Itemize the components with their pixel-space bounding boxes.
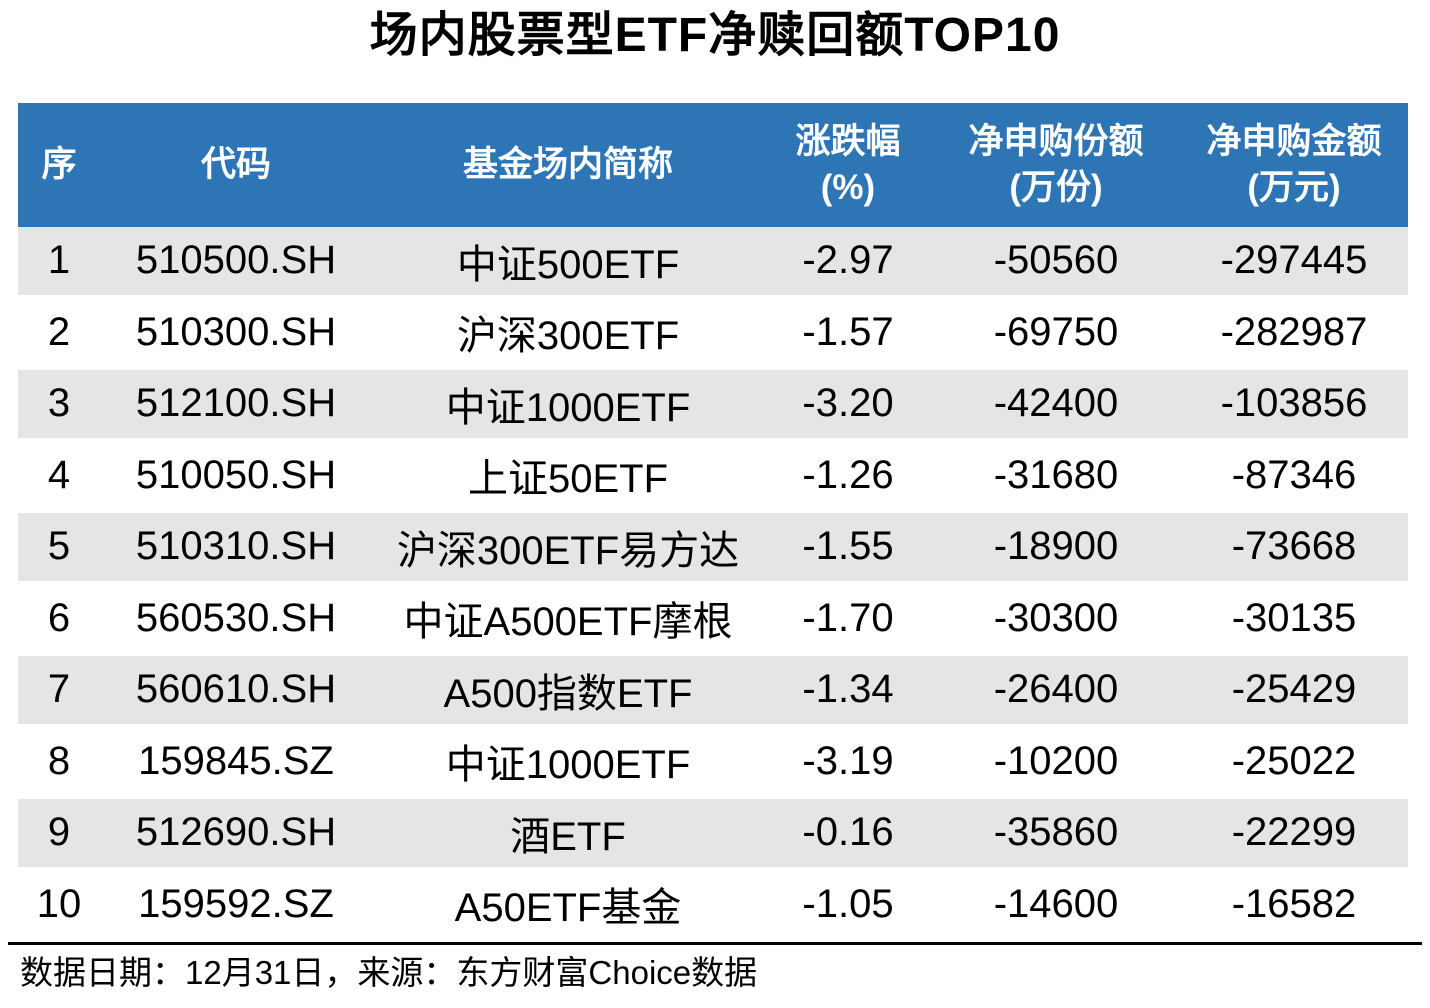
cell-rank: 7 — [47, 667, 71, 712]
cell-rank: 4 — [47, 452, 71, 497]
cell-change: -3.20 — [802, 381, 894, 426]
table-row: 7 560610.SH A500指数ETF -1.34 -26400 -25429 — [18, 656, 1408, 728]
cell-name: A500指数ETF — [443, 671, 693, 716]
cell-name: 中证500ETF — [456, 242, 680, 287]
cell-rank: 8 — [47, 738, 71, 783]
cell-change: -1.26 — [802, 452, 894, 497]
cell-name: 中证1000ETF — [445, 385, 691, 430]
cell-net-shares: -18900 — [993, 524, 1119, 569]
cell-name: 沪深300ETF易方达 — [396, 528, 740, 573]
column-header-name: 基金场内简称 — [462, 144, 673, 184]
cell-name: 中证A500ETF摩根 — [403, 600, 733, 645]
table-row: 2 510300.SH 沪深300ETF -1.57 -69750 -282987 — [18, 298, 1408, 370]
table-row: 10 159592.SZ A50ETF基金 -1.05 -14600 -16582 — [18, 870, 1408, 942]
column-header-net-amount: 净申购金额 (万元) — [1206, 121, 1382, 207]
cell-net-amount: -25022 — [1231, 738, 1357, 783]
cell-net-amount: -16582 — [1231, 881, 1357, 926]
cell-net-amount: -297445 — [1220, 238, 1368, 283]
cell-code: 510500.SH — [135, 238, 337, 283]
cell-net-shares: -26400 — [993, 667, 1119, 712]
cell-code: 510310.SH — [135, 524, 337, 569]
page-title: 场内股票型ETF净赎回额TOP10 — [369, 9, 1061, 62]
table-row: 3 512100.SH 中证1000ETF -3.20 -42400 -103856 — [18, 370, 1408, 442]
cell-net-amount: -22299 — [1231, 810, 1357, 855]
cell-rank: 6 — [47, 595, 71, 640]
cell-rank: 5 — [47, 524, 71, 569]
table-row: 9 512690.SH 酒ETF -0.16 -35860 -22299 — [18, 799, 1408, 871]
cell-net-amount: -282987 — [1220, 309, 1368, 354]
cell-code: 512690.SH — [135, 810, 337, 855]
cell-net-shares: -30300 — [993, 595, 1119, 640]
cell-name: 酒ETF — [510, 814, 626, 859]
cell-change: -1.70 — [802, 595, 894, 640]
cell-net-amount: -103856 — [1220, 381, 1368, 426]
cell-rank: 2 — [47, 309, 71, 354]
cell-code: 159592.SZ — [138, 881, 334, 926]
cell-net-shares: -14600 — [993, 881, 1119, 926]
table-row: 4 510050.SH 上证50ETF -1.26 -31680 -87346 — [18, 441, 1408, 513]
cell-net-shares: -50560 — [993, 238, 1119, 283]
cell-code: 560530.SH — [135, 595, 337, 640]
table-row: 5 510310.SH 沪深300ETF易方达 -1.55 -18900 -73668 — [18, 513, 1408, 585]
cell-name: A50ETF基金 — [454, 886, 682, 931]
cell-code: 510300.SH — [135, 309, 337, 354]
footer-divider — [8, 942, 1422, 945]
cell-change: -1.57 — [802, 309, 894, 354]
table-header-row: 序 代码 基金场内简称 涨跌幅 (%) 净申购份额 (万份) 净申购金额 (万元) — [18, 103, 1408, 227]
cell-net-amount: -30135 — [1231, 595, 1357, 640]
cell-code: 510050.SH — [135, 452, 337, 497]
cell-change: -0.16 — [802, 810, 894, 855]
cell-net-amount: -73668 — [1231, 524, 1357, 569]
column-header-rank: 序 — [41, 144, 77, 184]
column-header-code: 代码 — [200, 144, 271, 184]
table-row: 6 560530.SH 中证A500ETF摩根 -1.70 -30300 -30135 — [18, 584, 1408, 656]
cell-rank: 3 — [47, 381, 71, 426]
cell-rank: 9 — [47, 810, 71, 855]
cell-net-shares: -10200 — [993, 738, 1119, 783]
cell-rank: 10 — [36, 881, 82, 926]
cell-net-amount: -25429 — [1231, 667, 1357, 712]
cell-code: 512100.SH — [135, 381, 337, 426]
cell-name: 中证1000ETF — [445, 743, 691, 788]
cell-name: 上证50ETF — [467, 457, 669, 502]
cell-change: -1.55 — [802, 524, 894, 569]
cell-rank: 1 — [47, 238, 71, 283]
cell-net-shares: -69750 — [993, 309, 1119, 354]
column-header-change: 涨跌幅 (%) — [795, 121, 901, 207]
cell-net-shares: -31680 — [993, 452, 1119, 497]
column-header-net-shares: 净申购份额 (万份) — [968, 121, 1144, 207]
table-row: 1 510500.SH 中证500ETF -2.97 -50560 -297445 — [18, 227, 1408, 299]
cell-net-amount: -87346 — [1231, 452, 1357, 497]
cell-change: -3.19 — [802, 738, 894, 783]
cell-name: 沪深300ETF — [456, 314, 680, 359]
cell-code: 159845.SZ — [138, 738, 334, 783]
table-row: 8 159845.SZ 中证1000ETF -3.19 -10200 -25022 — [18, 727, 1408, 799]
table-body: 1 510500.SH 中证500ETF -2.97 -50560 -297445 2 510… — [18, 227, 1408, 942]
cell-change: -1.05 — [802, 881, 894, 926]
cell-change: -2.97 — [802, 238, 894, 283]
cell-net-shares: -35860 — [993, 810, 1119, 855]
cell-change: -1.34 — [802, 667, 894, 712]
cell-code: 560610.SH — [135, 667, 337, 712]
etf-redemption-table: 序 代码 基金场内简称 涨跌幅 (%) 净申购份额 (万份) 净申购金额 (万元) 1 51050… — [18, 103, 1408, 942]
cell-net-shares: -42400 — [993, 381, 1119, 426]
data-source-note: 数据日期：12月31日，来源：东方财富Choice数据 — [20, 954, 758, 991]
